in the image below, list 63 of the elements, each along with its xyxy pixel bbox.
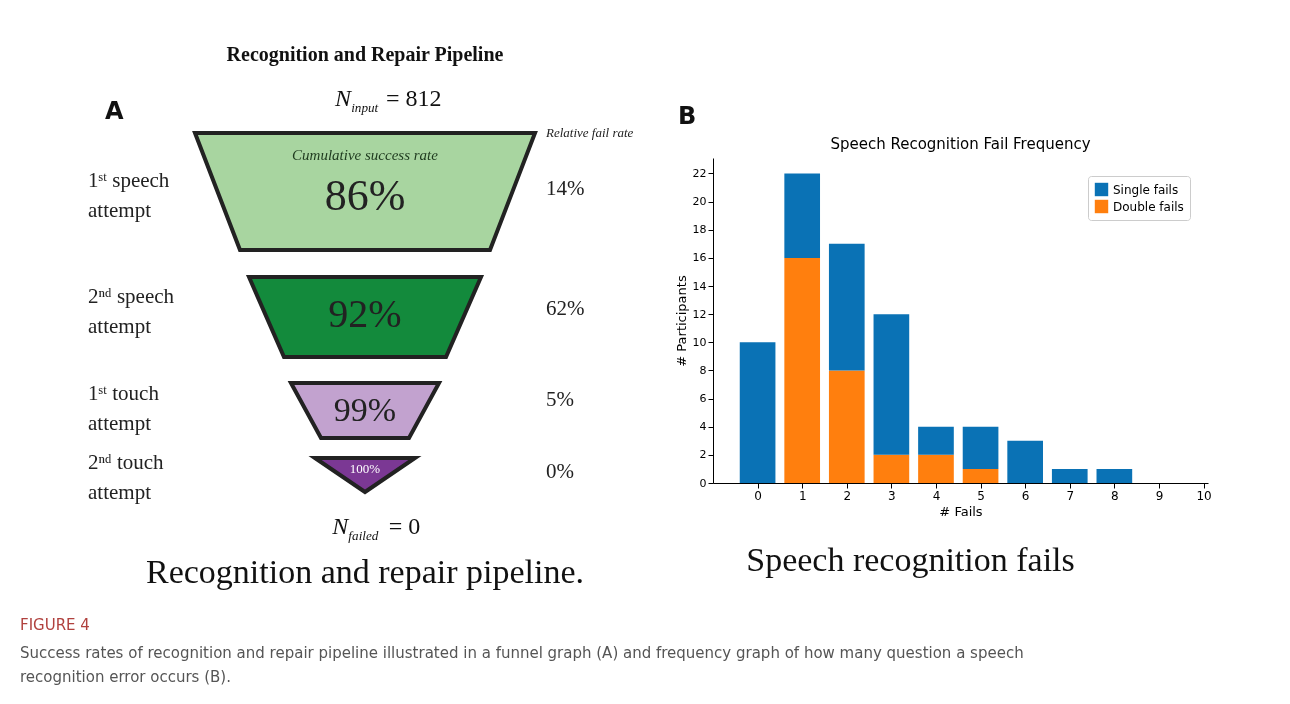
x-tick-label: 0 (754, 488, 762, 503)
y-tick-label: 10 (692, 335, 707, 349)
data-label: 99% (333, 391, 397, 428)
y-tick-label: 22 (692, 166, 707, 180)
data-label: 100% (349, 461, 381, 476)
data-label: 5% (546, 387, 574, 411)
bar (739, 342, 776, 483)
y-tick-label: 2 (699, 448, 707, 462)
y-tick-label: 18 (692, 223, 707, 237)
y-tick-label: 4 (699, 420, 707, 434)
bar (784, 257, 821, 483)
x-tick-label: 10 (1196, 488, 1212, 503)
legend-label: Double fails (1113, 199, 1184, 214)
text: A (105, 97, 124, 125)
data-label: 86% (324, 171, 406, 220)
data-label: 0% (546, 459, 574, 483)
category-label: 2ⁿᵈ touch attempt (88, 450, 165, 504)
bar (828, 243, 865, 371)
text: Relative fail rate (545, 125, 634, 140)
bar (873, 314, 910, 455)
legend-label: Single fails (1113, 182, 1179, 197)
data-label: 92% (328, 291, 402, 336)
category-label: 1ˢᵗ speech attempt (88, 168, 170, 222)
category-label: 1ˢᵗ touch attempt (88, 381, 160, 435)
x-tick-label: 8 (1111, 488, 1119, 503)
text: B (678, 102, 697, 130)
x-tick-label: 5 (977, 488, 985, 503)
caption: FIGURE 4 (20, 616, 90, 634)
bar (828, 370, 865, 483)
chart-title: Speech Recognition Fail Frequency (830, 135, 1091, 153)
y-tick-label: 20 (692, 195, 707, 209)
x-tick-label: 4 (932, 488, 941, 503)
bar (1051, 468, 1088, 483)
series-label: Cumulative success rate (292, 147, 439, 163)
data-label: 62% (546, 296, 585, 320)
bar (784, 173, 821, 258)
data-label: 14% (546, 176, 585, 200)
y-axis-title: # Participants (673, 275, 689, 367)
x-tick-label: 9 (1155, 488, 1164, 503)
x-tick-label: 3 (888, 488, 896, 503)
bar (918, 454, 954, 483)
y-tick-label: 8 (699, 363, 707, 377)
bar (962, 426, 999, 469)
bar (962, 468, 999, 483)
x-tick-label: 7 (1066, 488, 1075, 503)
x-tick-label: 2 (843, 488, 852, 503)
text: Success rates of recognition and repair pipeline illustrated in a funnel graph (A) and frequency graph of how many question a speech recognition error occurs (B). (20, 644, 1024, 686)
y-tick-label: 6 (699, 392, 707, 406)
y-tick-label: 14 (692, 279, 707, 293)
category-label: 2ⁿᵈ speech attempt (88, 284, 175, 338)
y-tick-label: 12 (692, 307, 707, 321)
x-axis-title: # Fails (939, 503, 983, 519)
bar (1007, 440, 1043, 483)
bar (1096, 468, 1133, 483)
text: Speech recognition fails (746, 541, 1075, 578)
bar (918, 426, 954, 455)
text: Recognition and repair pipeline. (145, 553, 585, 590)
bar (873, 454, 910, 483)
x-tick-label: 1 (798, 488, 807, 503)
y-tick-label: 0 (699, 476, 707, 490)
text: Recognition and Repair Pipeline (226, 43, 504, 66)
x-tick-label: 6 (1021, 488, 1030, 503)
y-tick-label: 16 (692, 251, 707, 265)
